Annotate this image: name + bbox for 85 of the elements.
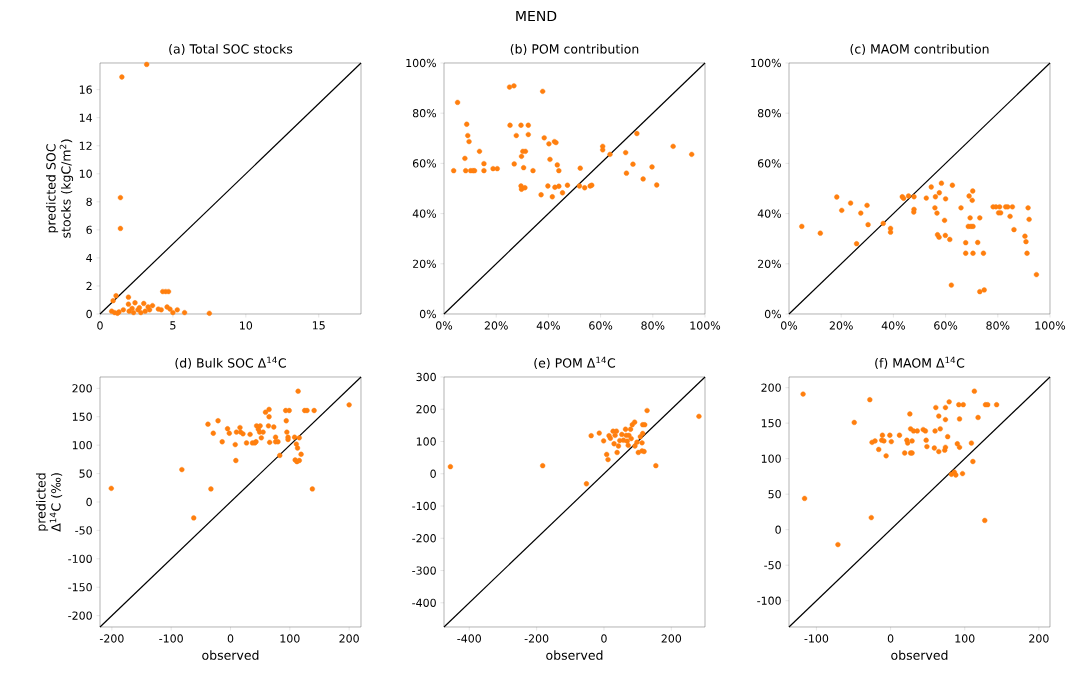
x-tick-label: 40% [536,321,560,330]
y-tick-label: 50 [79,469,92,478]
y-tick-label: 20% [412,259,437,268]
x-tick-label: 5 [170,321,176,330]
x-tick-label: 0 [227,634,234,643]
x-tick-label: 100 [955,634,975,643]
y-tick-label: 60% [412,159,437,168]
chart-title: (d) Bulk SOC Δ$^{14}$C [175,356,286,370]
chart-title: (b) POM contribution [510,43,639,56]
x-tick-label: -100 [159,634,183,643]
x-tick-label: 0 [97,321,103,330]
text: MEND [516,10,557,22]
chart-title: (c) MAOM contribution [850,43,989,56]
y-tick-label: -100 [757,596,781,605]
y-tick-label: -50 [764,561,781,570]
y-tick-label: -100 [68,554,92,563]
x-axis-title: observed [202,650,259,660]
y-tick-label: 0% [764,309,782,319]
y-tick-label: 20% [757,259,782,268]
x-tick-label: 80% [986,321,1010,330]
x-tick-label: 10 [240,321,253,330]
x-tick-label: 0 [887,634,894,643]
x-tick-label: 200 [339,634,359,643]
x-tick-label: 0% [781,321,798,330]
x-tick-label: 100% [1035,321,1066,330]
y-tick-label: -200 [68,611,92,620]
y-tick-label: 200 [416,405,436,414]
y-tick-label: 150 [761,419,781,428]
y-tick-label: 0% [419,309,437,319]
y-tick-label: 6 [86,225,92,235]
x-tick-label: 100% [690,321,721,330]
y-tick-label: 12 [79,141,92,150]
x-tick-label: 60% [589,321,613,330]
x-tick-label: 15 [312,321,325,330]
x-tick-label: 200 [661,634,682,643]
y-tick-label: 8 [86,197,92,206]
y-tick-label: 14 [79,113,93,122]
y-tick-label: 200 [761,383,781,392]
y-axis-title: predicted SOC stocks (kgC/m$^{2}$) [46,139,74,238]
chart-title: (e) POM Δ$^{14}$C [534,356,616,370]
x-tick-label: 0% [436,321,453,330]
x-tick-label: -100 [804,634,829,643]
y-tick-label: 0 [86,497,92,507]
x-axis-title: observed [891,650,948,660]
x-tick-label: 40% [881,321,905,330]
y-tick-label: -200 [412,534,436,543]
y-tick-label: 80% [412,109,437,118]
x-tick-label: 20% [484,321,508,330]
y-tick-label: 100% [751,58,782,68]
y-tick-label: 100 [761,454,781,463]
x-axis-title: observed [546,650,603,660]
y-tick-label: 60% [757,159,782,168]
x-tick-label: -200 [99,634,124,643]
x-tick-label: 200 [1029,634,1049,643]
y-tick-label: 4 [86,253,93,262]
y-tick-label: 150 [72,412,92,421]
y-tick-label: 16 [79,85,92,94]
y-tick-label: 300 [416,372,436,382]
x-tick-label: 20% [829,321,853,330]
y-tick-label: -50 [75,526,92,535]
y-tick-label: 0 [775,525,781,534]
x-tick-label: 80% [641,321,665,330]
y-tick-label: 2 [86,281,92,291]
y-tick-label: -300 [412,566,436,575]
y-tick-label: 80% [757,109,782,118]
y-tick-label: 100% [406,58,437,68]
x-tick-label: -400 [457,634,481,643]
y-tick-label: 100 [72,441,92,450]
y-tick-label: 0 [430,469,436,478]
y-tick-label: -100 [412,501,436,511]
y-tick-label: 10 [79,169,92,178]
y-tick-label: 40% [757,209,782,218]
x-tick-label: 0 [601,634,607,643]
x-tick-label: -200 [524,634,549,643]
y-tick-label: -150 [68,583,92,592]
y-tick-label: -400 [412,598,436,607]
y-tick-label: 40% [412,209,437,218]
y-tick-label: 200 [72,384,92,393]
y-tick-label: 100 [416,437,436,446]
x-tick-label: 100 [280,634,300,643]
chart-title: (a) Total SOC stocks [169,43,293,56]
y-tick-label: 50 [768,490,781,499]
x-tick-label: 60% [934,321,958,330]
chart-title: (f) MAOM Δ$^{14}$C [875,356,965,370]
y-tick-label: 0 [86,309,92,319]
